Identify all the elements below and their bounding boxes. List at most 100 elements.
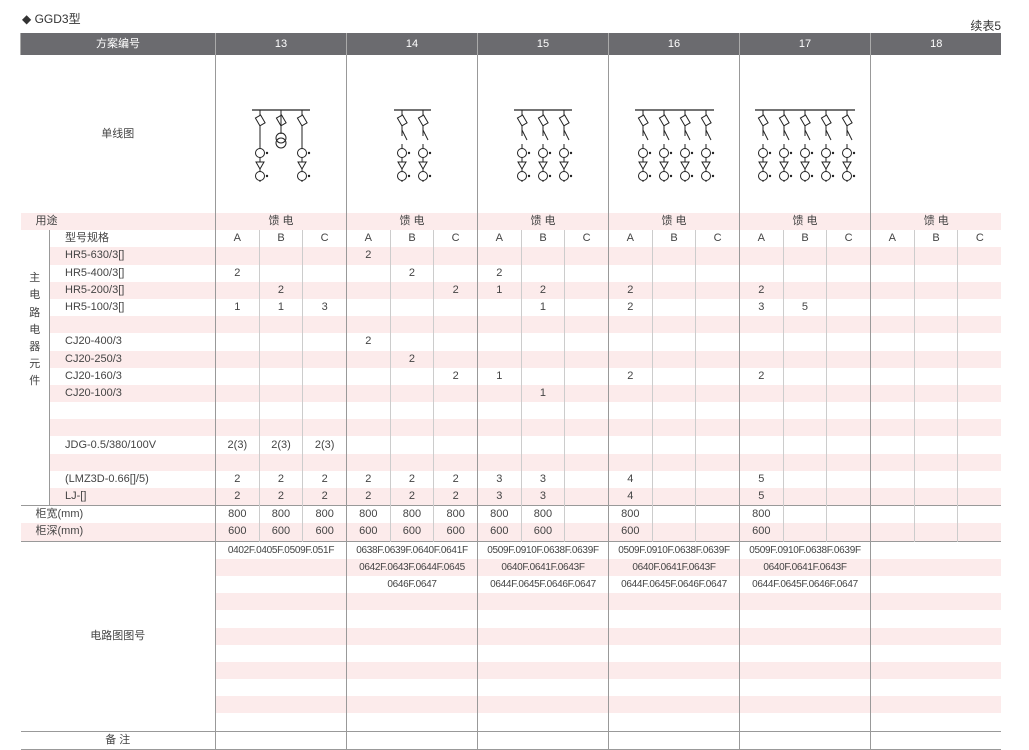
component-qty — [870, 367, 915, 385]
component-qty — [957, 350, 1002, 368]
table-row: CJ20-100/3 1 — [21, 384, 1002, 403]
dimension-value: 600 — [477, 523, 522, 542]
component-qty — [433, 298, 478, 317]
component-name — [50, 402, 216, 419]
table-row: 备 注 — [20, 730, 1002, 750]
component-qty — [739, 436, 784, 454]
component-qty: 2 — [346, 470, 391, 488]
circuit-number — [739, 661, 871, 680]
component-qty — [870, 436, 915, 454]
component-qty — [957, 316, 1002, 334]
component-qty — [782, 470, 827, 488]
component-qty — [695, 281, 740, 299]
circuit-number: 0644F.0645F.0646F.0647 — [608, 575, 740, 594]
diagram-label: 单线图 — [101, 127, 135, 140]
component-name: HR5-100/3[] — [65, 301, 125, 314]
circuit-label: 电路图图号 — [20, 540, 216, 732]
component-qty — [826, 350, 871, 368]
component-qty — [651, 316, 696, 334]
component-qty — [477, 298, 522, 317]
component-qty: 1 — [520, 384, 565, 403]
component-qty — [826, 384, 871, 403]
circuit-number — [215, 661, 347, 680]
component-qty — [215, 367, 260, 385]
circuit-number — [346, 661, 478, 680]
scheme-number: 16 — [608, 33, 740, 55]
component-qty — [826, 316, 871, 334]
scheme-number: 17 — [739, 33, 871, 55]
table-row: 0646F.0647 0644F.0645F.0646F.0647 0644F.06… — [21, 575, 1002, 594]
dimension-value: 600 — [433, 523, 478, 542]
component-qty — [520, 419, 565, 437]
sub-column-header: B — [389, 230, 434, 248]
component-qty — [215, 453, 260, 471]
circuit-number — [870, 575, 1002, 594]
table-row: 柜宽(mm) 800 800 800 800 800 800 800 800 800 800 — [20, 505, 1002, 524]
circuit-number — [739, 593, 871, 611]
circuit-number — [739, 713, 871, 732]
component-qty — [564, 453, 609, 471]
continued-label: 续表5 — [970, 19, 1001, 33]
component-qty — [957, 367, 1002, 385]
component-qty — [477, 402, 522, 420]
component-qty: 2 — [215, 488, 260, 506]
table-row: CJ20-400/3 2 — [21, 333, 1002, 351]
dimension-value: 600 — [520, 523, 565, 542]
dimension-value — [826, 523, 871, 542]
circuit-number: 0644F.0645F.0646F.0647 — [477, 575, 609, 594]
component-qty — [913, 264, 958, 282]
component-qty — [389, 367, 434, 385]
side-char: 电 — [29, 323, 41, 336]
component-qty — [346, 367, 391, 385]
dimension-value: 800 — [258, 505, 303, 524]
component-qty — [564, 333, 609, 351]
circuit-number — [346, 696, 478, 714]
table-row — [21, 402, 1002, 420]
component-name: HR5-200/3[] — [49, 281, 216, 299]
sub-column-header: A — [870, 230, 915, 248]
component-qty — [302, 333, 347, 351]
component-qty — [913, 453, 958, 471]
table-row — [21, 419, 1002, 437]
component-qty — [215, 402, 260, 420]
purpose-label: 用途 — [20, 213, 216, 231]
circuit-number — [608, 696, 740, 714]
remark-value — [739, 730, 871, 750]
dimension-value — [651, 523, 696, 542]
component-qty: 2 — [258, 470, 303, 488]
component-qty — [215, 281, 260, 299]
component-qty — [870, 264, 915, 282]
circuit-number — [870, 696, 1002, 714]
component-qty — [870, 298, 915, 317]
component-qty — [564, 436, 609, 454]
component-qty — [957, 470, 1002, 488]
scheme-number: 13 — [215, 33, 347, 55]
component-qty — [389, 419, 434, 437]
component-qty — [520, 402, 565, 420]
component-qty: 2 — [739, 281, 784, 299]
circuit-number — [477, 610, 609, 628]
circuit-number: 0638F.0639F.0640F.0641F — [346, 540, 478, 559]
single-line-diagram — [346, 55, 478, 213]
remark-value — [215, 730, 347, 750]
single-line-diagram — [477, 55, 609, 213]
component-qty — [695, 402, 740, 420]
table-row — [21, 610, 1002, 628]
table-row: HR5-400/3[] 2 2 2 — [21, 264, 1002, 282]
component-qty — [739, 453, 784, 471]
circuit-number: 0640F.0641F.0643F — [477, 558, 609, 576]
side-char: 器 — [29, 341, 41, 353]
table-row — [21, 679, 1002, 697]
circuit-number — [739, 627, 871, 645]
component-qty — [695, 316, 740, 334]
component-qty — [782, 281, 827, 299]
component-qty: 4 — [608, 470, 653, 488]
component-qty — [782, 419, 827, 437]
dimension-value — [957, 523, 1002, 542]
component-qty: 2(3) — [258, 436, 303, 454]
scheme-number: 15 — [477, 33, 609, 55]
component-name — [49, 316, 216, 334]
dimension-value: 600 — [389, 523, 434, 542]
component-qty — [782, 316, 827, 334]
dimension-value — [913, 505, 958, 524]
